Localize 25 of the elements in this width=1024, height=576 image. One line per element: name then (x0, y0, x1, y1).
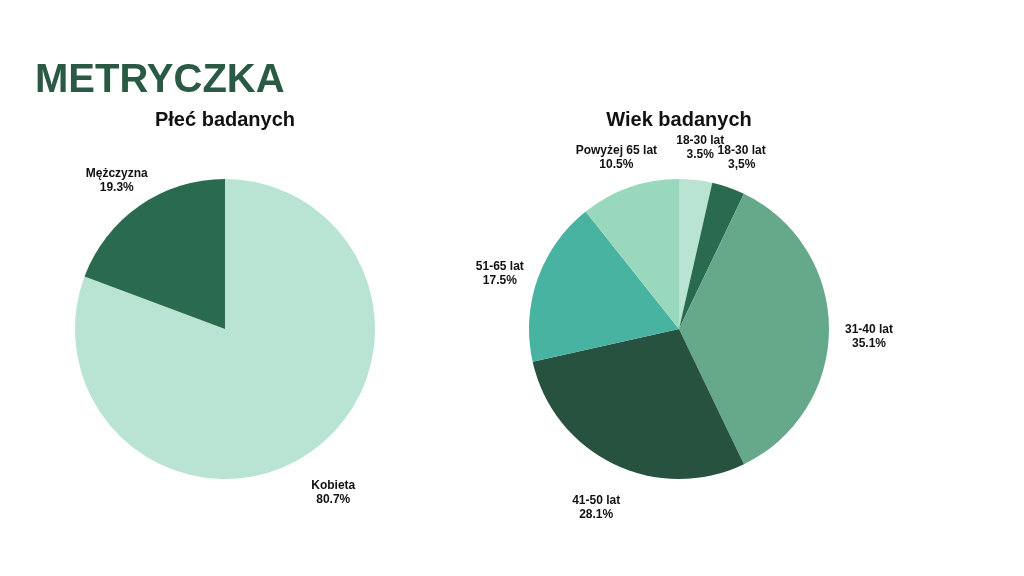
data-label: 35.1% (851, 336, 887, 350)
pie-slice (75, 179, 375, 479)
chart-title: Płeć badanych (154, 108, 296, 130)
pie-slice (679, 193, 829, 465)
slice-label: 51-65 lat (475, 258, 524, 273)
slice-label: Powyżej 65 lat (575, 142, 658, 157)
pie-slice (529, 211, 679, 362)
pie-slice (532, 329, 744, 479)
pie-slice (585, 179, 679, 329)
data-label: 80.7% (316, 492, 351, 507)
text: METRYCZKA (35, 56, 285, 100)
data-label: 3,5% (727, 156, 756, 171)
data-label: 28.1% (579, 507, 614, 521)
chart-title: Wiek badanych (606, 108, 752, 130)
slice-label: 31-40 lat (844, 322, 894, 336)
slice-label: Mężczyzna (85, 165, 149, 180)
data-label: 10.5% (599, 156, 634, 171)
slice-label: 41-50 lat (572, 493, 621, 507)
pie-slice (84, 179, 225, 329)
data-label: 3.5% (686, 147, 715, 162)
data-label: 17.5% (482, 272, 518, 287)
data-label: 19.3% (99, 179, 135, 194)
pie-slice (679, 182, 744, 329)
pie-slice (679, 179, 713, 329)
slice-label: Kobieta (311, 478, 356, 493)
